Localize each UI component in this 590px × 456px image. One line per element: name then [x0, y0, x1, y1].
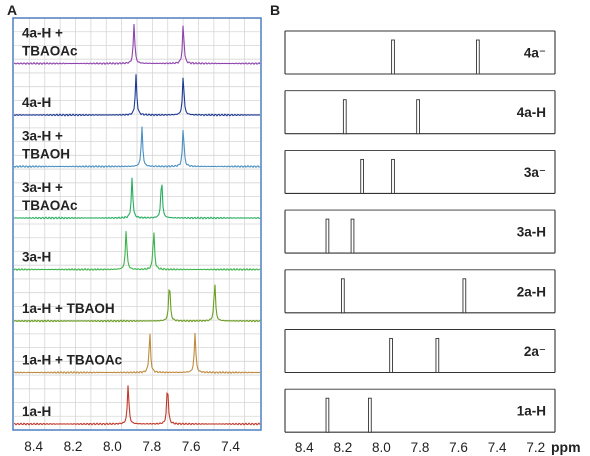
- peak-stick: [325, 218, 330, 254]
- panel-a-labels: 4a-H + TBAOAc 4a-H 3a-H + TBAOH 3a-H + TBAOAc 3…: [22, 26, 123, 420]
- spectrum-label: 3a-H +: [22, 180, 63, 195]
- peak-stick: [342, 99, 347, 135]
- stick-row: 4a⁻: [284, 30, 556, 75]
- stick-row: 2a⁻: [284, 329, 556, 374]
- peak-stick: [360, 158, 364, 194]
- peak-stick: [462, 278, 467, 314]
- stick-row: 3a-H: [284, 209, 556, 254]
- peak-stick: [391, 158, 395, 194]
- stick-row-label: 2a-H: [517, 284, 546, 299]
- stick-row-label: 3a⁻: [524, 165, 546, 180]
- panel-b-x-tick-label: 8.0: [372, 440, 391, 455]
- panel-a-x-tick-label: 7.8: [142, 439, 161, 454]
- stick-row: 3a⁻: [284, 149, 556, 194]
- panel-b-x-tick-label: 7.6: [449, 440, 468, 455]
- panel-a-spectra: [13, 23, 261, 426]
- stick-row-label: 4a-H: [517, 105, 546, 120]
- panel-b-x-ticks: 8.4 8.2 8.0 7.8 7.6 7.4 7.2: [295, 440, 545, 455]
- spectrum-label: TBAOH: [22, 147, 70, 162]
- spectrum-label: 1a-H + TBAOAc: [22, 353, 123, 368]
- panel-b-x-tick-label: 7.2: [526, 440, 545, 455]
- peak-stick: [341, 278, 345, 314]
- panel-a-grid: [14, 18, 260, 430]
- panel-a-x-tick-label: 7.4: [221, 439, 240, 454]
- spectrum-label: 1a-H + TBAOH: [22, 301, 115, 316]
- panel-b-x-tick-label: 7.4: [488, 440, 507, 455]
- peak-stick: [416, 99, 420, 135]
- spectrum-label: 3a-H: [22, 250, 51, 265]
- spectrum-label: TBAOAc: [22, 44, 78, 59]
- panel-a-x-ticks: 8.4 8.2 8.0 7.8 7.6 7.4: [24, 439, 240, 454]
- stick-row-label: 3a-H: [517, 225, 546, 240]
- peak-stick: [325, 397, 330, 433]
- spectrum-label: 4a-H +: [22, 26, 63, 41]
- peak-stick: [389, 338, 393, 373]
- spectrum-trace: [13, 74, 261, 117]
- peak-stick: [368, 397, 372, 433]
- peak-stick: [476, 39, 480, 75]
- spectrum-label: TBAOAc: [22, 198, 78, 213]
- panel-b-x-tick-label: 7.8: [411, 440, 430, 455]
- panel-b-rows: 4a⁻ 4a-H 3a⁻ 3a-H 2a-H 2a⁻ 1a-H: [284, 30, 556, 433]
- spectrum-trace: [13, 23, 261, 66]
- panel-b-letter: B: [270, 2, 280, 18]
- stick-row: 4a-H: [284, 90, 556, 135]
- panel-a-x-tick-label: 8.4: [24, 439, 43, 454]
- panel-a-x-tick-label: 8.2: [64, 439, 83, 454]
- panel-b-x-tick-label: 8.4: [295, 440, 314, 455]
- stick-row-label: 4a⁻: [524, 46, 546, 61]
- spectrum-label: 1a-H: [22, 404, 51, 419]
- spectrum-label: 4a-H: [22, 95, 51, 110]
- spectrum-trace: [13, 284, 261, 323]
- spectrum-trace: [13, 126, 261, 169]
- spectrum-trace: [13, 385, 261, 426]
- stick-row: 1a-H: [284, 388, 556, 433]
- panel-a-x-tick-label: 7.6: [182, 439, 201, 454]
- peak-stick: [350, 218, 355, 254]
- spectrum-trace: [13, 332, 260, 375]
- panel-a-frame: [12, 17, 262, 431]
- panel-a-x-tick-label: 8.0: [103, 439, 122, 454]
- spectrum-label: 3a-H +: [22, 129, 63, 144]
- stick-row-label: 1a-H: [517, 404, 546, 419]
- spectrum-trace: [13, 231, 261, 272]
- spectrum-trace: [13, 177, 261, 220]
- panel-a-letter: A: [7, 2, 17, 18]
- panel-b-x-tick-label: 8.2: [333, 440, 352, 455]
- stick-row: 2a-H: [284, 269, 556, 314]
- panel-b-x-axis-label: ppm: [551, 439, 581, 455]
- peak-stick: [391, 39, 395, 75]
- stick-row-label: 2a⁻: [524, 344, 546, 359]
- peak-stick: [435, 338, 440, 373]
